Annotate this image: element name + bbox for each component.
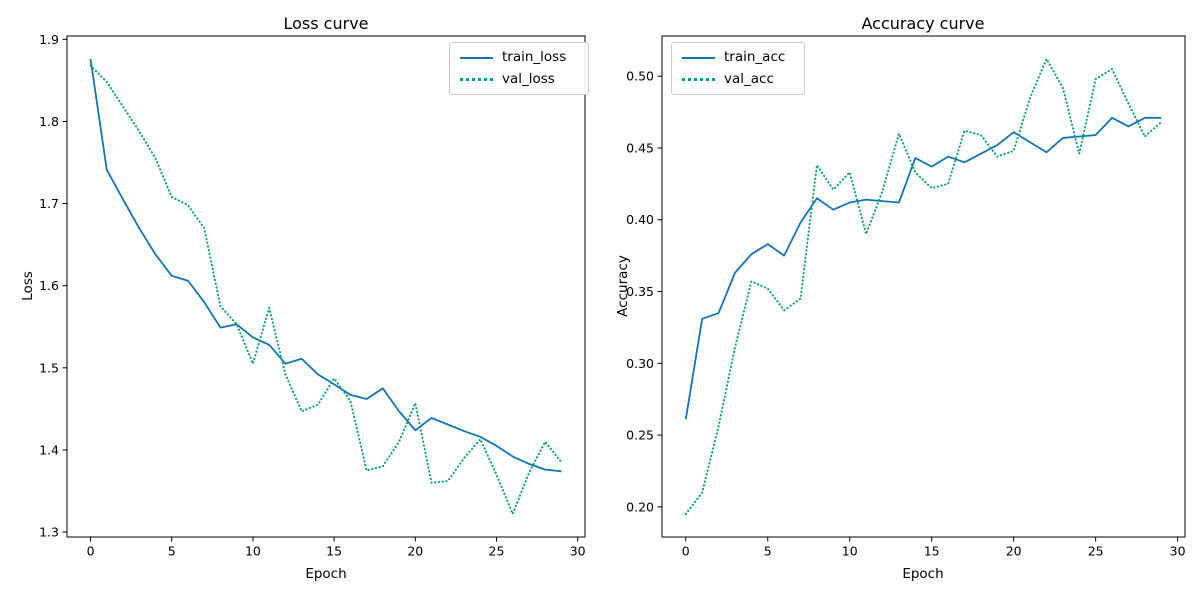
accuracy-legend: train_acc val_acc [671, 42, 805, 95]
y-tick-label: 1.7 [39, 196, 59, 211]
val-acc-line-sample-icon [682, 78, 715, 81]
y-tick-label: 0.25 [626, 428, 654, 443]
x-tick-label: 25 [489, 544, 505, 559]
x-tick-label: 30 [570, 544, 586, 559]
x-tick-label: 10 [245, 544, 261, 559]
y-tick-label: 0.50 [626, 69, 654, 84]
accuracy-x-axis-label: Epoch [902, 566, 944, 582]
x-tick-label: 30 [1170, 544, 1186, 559]
train_loss-line [89, 58, 562, 473]
accuracy-chart-title: Accuracy curve [861, 14, 985, 33]
y-tick-label: 1.4 [39, 442, 59, 457]
legend-item-train-loss: train_loss [460, 50, 578, 65]
train-loss-line-sample-icon [460, 56, 493, 59]
legend-item-train-acc: train_acc [682, 50, 794, 65]
train-acc-line-sample-icon [682, 56, 715, 59]
val_loss-line [89, 64, 563, 515]
val-loss-line-sample-icon [460, 78, 493, 81]
x-tick-label: 25 [1088, 544, 1104, 559]
y-tick-label: 0.30 [626, 356, 654, 371]
y-tick-label: 1.8 [39, 114, 59, 129]
y-tick-label: 1.3 [39, 525, 59, 540]
accuracy-y-axis-label: Accuracy [615, 255, 631, 317]
loss-legend: train_loss val_loss [449, 42, 589, 95]
x-tick-label: 20 [1006, 544, 1022, 559]
legend-item-val-acc: val_acc [682, 72, 794, 87]
x-tick-label: 5 [168, 544, 176, 559]
x-tick-label: 20 [407, 544, 423, 559]
x-tick-label: 5 [764, 544, 772, 559]
legend-item-val-loss: val_loss [460, 72, 578, 87]
loss-chart-title: Loss curve [283, 14, 369, 33]
x-tick-label: 0 [87, 544, 95, 559]
legend-label: train_acc [724, 49, 786, 65]
train_acc-line [684, 116, 1162, 420]
axes-0: 0 5 10 15 20 25 30 1.3 1.4 1.5 1.6 1.7 1.8 1.9 [39, 32, 586, 559]
loss-y-axis-label: Loss [20, 271, 36, 301]
y-tick-label: 0.35 [626, 284, 654, 299]
x-tick-label: 15 [326, 544, 342, 559]
y-tick-label: 0.20 [626, 499, 654, 514]
x-tick-label: 10 [842, 544, 858, 559]
y-tick-label: 1.6 [39, 278, 59, 293]
plot-spines [661, 35, 1186, 538]
loss-x-axis-label: Epoch [305, 566, 347, 582]
plot-spines [66, 35, 586, 538]
legend-label: val_acc [724, 71, 774, 87]
y-tick-label: 0.45 [626, 140, 654, 155]
legend-label: train_loss [502, 49, 567, 65]
val_acc-line [684, 57, 1163, 516]
y-tick-label: 1.5 [39, 360, 59, 375]
x-tick-label: 15 [924, 544, 940, 559]
y-tick-label: 0.40 [626, 212, 654, 227]
legend-label: val_loss [502, 71, 555, 87]
axes-1: 0 5 10 15 20 25 30 0.20 0.25 0.30 0.35 0.40 0.45 0.50 [626, 35, 1186, 559]
y-tick-label: 1.9 [39, 32, 59, 47]
x-tick-label: 0 [682, 544, 690, 559]
